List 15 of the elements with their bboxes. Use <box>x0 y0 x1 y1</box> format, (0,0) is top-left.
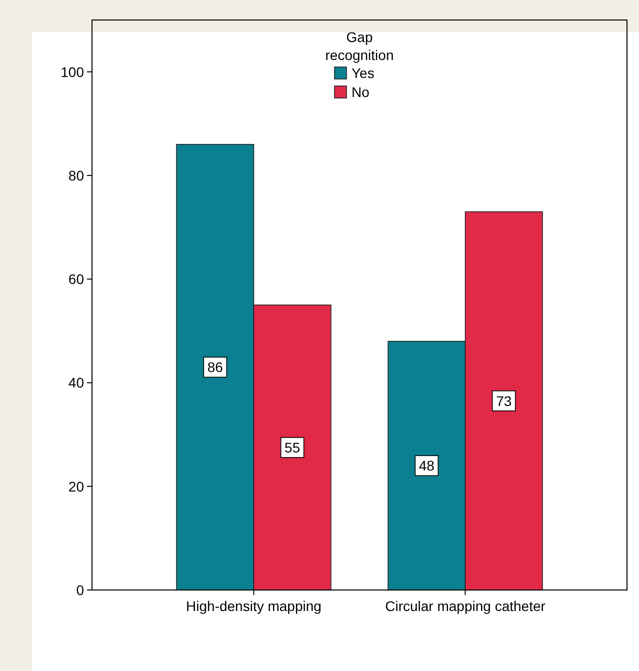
data-label: 48 <box>418 458 435 474</box>
legend-label: No <box>352 84 370 100</box>
y-tick-label: 0 <box>76 582 84 598</box>
data-label: 73 <box>496 392 512 409</box>
legend-label: Yes <box>352 65 374 81</box>
data-label: 55 <box>284 440 300 456</box>
y-tick-label: 100 <box>60 64 84 80</box>
x-tick-label: High-density mapping <box>186 598 322 614</box>
legend-title: Gap recognition <box>325 29 394 63</box>
x-tick-label: Circular mapping catheter <box>385 598 546 614</box>
data-label: 86 <box>207 359 224 376</box>
y-tick-label: 40 <box>68 374 84 391</box>
y-tick-label: 80 <box>68 167 84 184</box>
y-tick-label: 60 <box>68 271 84 288</box>
y-tick-label: 20 <box>68 478 84 494</box>
